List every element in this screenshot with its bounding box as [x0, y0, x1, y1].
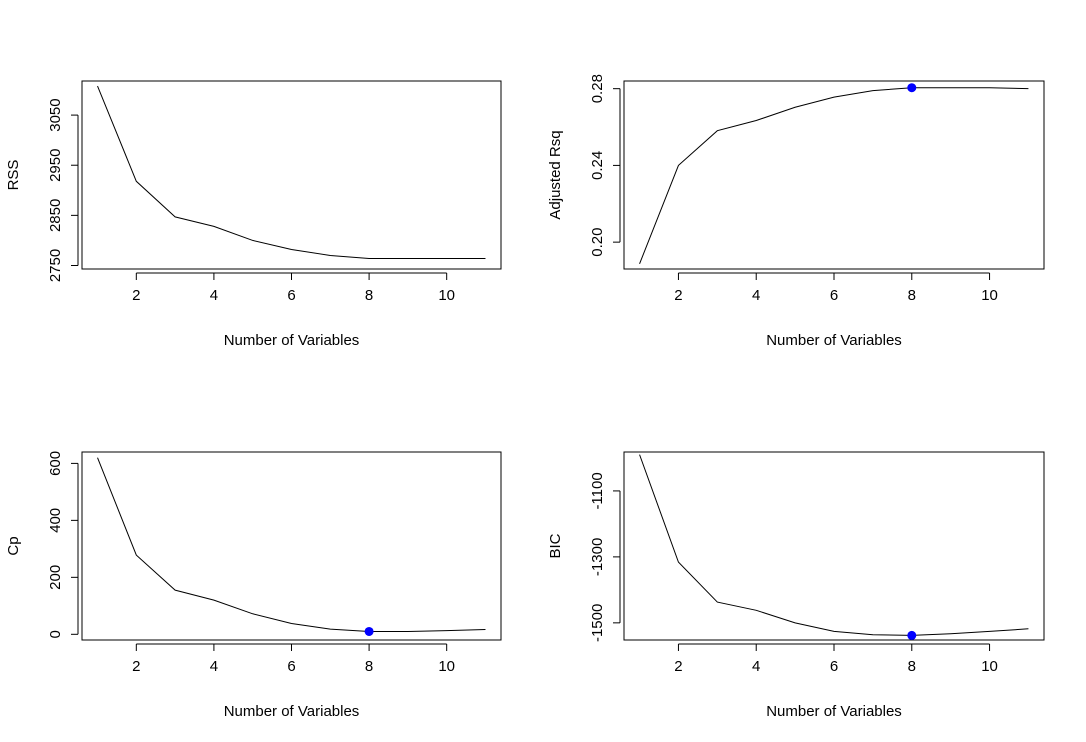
- x-tick-label-adjr2: 4: [752, 287, 760, 304]
- x-tick-label-cp: 4: [210, 658, 218, 675]
- y-tick-label-adjr2: 0.28: [589, 74, 606, 103]
- panel-bic: 2 4 6 8 10 -1500 -1300 -1100 Number of Variables…: [547, 451, 1045, 720]
- plot-frame-bic: [623, 451, 1045, 641]
- highlight-point-adjr2: [907, 83, 917, 93]
- y-axis-label-bic: BIC: [547, 533, 564, 558]
- x-tick-label-adjr2: 8: [908, 287, 916, 304]
- series-line-rss: [97, 85, 486, 259]
- x-tick-label-adjr2: 10: [981, 287, 998, 304]
- x-tick-label-rss: 8: [365, 287, 373, 304]
- x-tick-label-cp: 10: [438, 658, 455, 675]
- x-axis-label-cp: Number of Variables: [224, 703, 360, 720]
- x-axis-label-adjr2: Number of Variables: [766, 332, 902, 349]
- panel-adjr2: 2 4 6 8 10 0.20 0.24 0.28 Number of Variables Adj…: [547, 74, 1045, 349]
- plot-frame-adjr2: [623, 80, 1045, 270]
- x-tick-label-bic: 4: [752, 658, 760, 675]
- series-line-bic: [639, 454, 1029, 636]
- plot-frame-rss: [81, 80, 502, 270]
- x-tick-label-rss: 2: [132, 287, 140, 304]
- y-tick-label-rss: 2850: [47, 199, 64, 232]
- plot-frame-cp: [81, 451, 502, 641]
- y-tick-label-bic: -1100: [589, 472, 606, 509]
- x-tick-label-bic: 10: [981, 658, 998, 675]
- panel-cp: 2 4 6 8 10 0 200 400 600 Number of Variables Cp: [5, 451, 502, 720]
- y-tick-label-rss: 3050: [47, 98, 64, 131]
- y-tick-label-bic: -1300: [589, 538, 606, 576]
- x-axis-label-bic: Number of Variables: [766, 703, 902, 720]
- x-tick-label-bic: 2: [674, 658, 682, 675]
- x-tick-label-rss: 6: [287, 287, 295, 304]
- series-line-adjr2: [639, 87, 1029, 265]
- y-axis-label-adjr2: Adjusted Rsq: [547, 130, 564, 219]
- y-axis-label-cp: Cp: [5, 536, 22, 555]
- x-tick-label-cp: 6: [287, 658, 295, 675]
- y-axis-label-rss: RSS: [5, 160, 22, 191]
- series-line-cp: [97, 457, 486, 632]
- x-axis-label-rss: Number of Variables: [224, 332, 360, 349]
- highlight-point-cp: [364, 626, 374, 636]
- y-tick-label-cp: 0: [47, 630, 64, 638]
- y-tick-label-rss: 2750: [47, 249, 64, 282]
- x-tick-label-adjr2: 6: [830, 287, 838, 304]
- panel-rss: 2 4 6 8 10 2750 2850 2950 3050 Number of Variable…: [5, 80, 502, 349]
- highlight-point-bic: [907, 630, 917, 640]
- y-tick-label-cp: 200: [47, 565, 64, 590]
- y-tick-label-cp: 400: [47, 508, 64, 533]
- x-tick-label-bic: 8: [908, 658, 916, 675]
- x-tick-label-bic: 6: [830, 658, 838, 675]
- y-tick-label-adjr2: 0.24: [589, 151, 606, 180]
- x-tick-label-cp: 2: [132, 658, 140, 675]
- x-tick-label-cp: 8: [365, 658, 373, 675]
- x-tick-label-adjr2: 2: [674, 287, 682, 304]
- x-tick-label-rss: 10: [438, 287, 455, 304]
- y-tick-label-bic: -1500: [589, 604, 606, 642]
- y-tick-label-cp: 600: [47, 451, 64, 476]
- x-tick-label-rss: 4: [210, 287, 218, 304]
- y-tick-label-adjr2: 0.20: [589, 228, 606, 257]
- y-tick-label-rss: 2950: [47, 149, 64, 182]
